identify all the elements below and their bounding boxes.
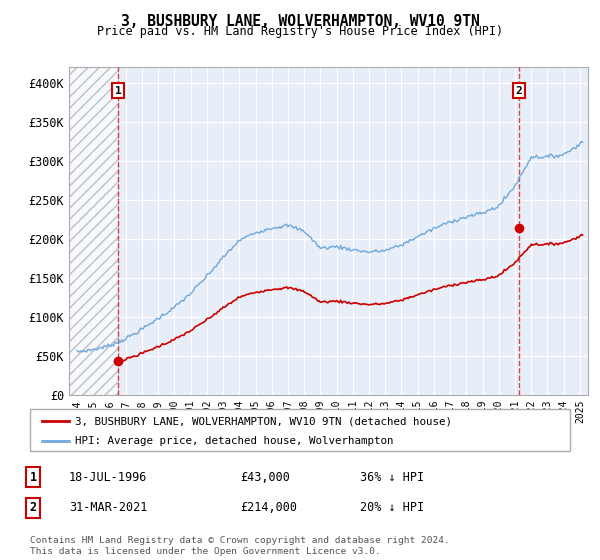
- Text: 31-MAR-2021: 31-MAR-2021: [69, 501, 148, 515]
- Text: 3, BUSHBURY LANE, WOLVERHAMPTON, WV10 9TN: 3, BUSHBURY LANE, WOLVERHAMPTON, WV10 9T…: [121, 14, 479, 29]
- Text: 2: 2: [29, 501, 37, 515]
- Text: Price paid vs. HM Land Registry's House Price Index (HPI): Price paid vs. HM Land Registry's House …: [97, 25, 503, 38]
- Text: 20% ↓ HPI: 20% ↓ HPI: [360, 501, 424, 515]
- Text: 3, BUSHBURY LANE, WOLVERHAMPTON, WV10 9TN (detached house): 3, BUSHBURY LANE, WOLVERHAMPTON, WV10 9T…: [75, 416, 452, 426]
- Text: 1: 1: [29, 470, 37, 484]
- Text: HPI: Average price, detached house, Wolverhampton: HPI: Average price, detached house, Wolv…: [75, 436, 394, 446]
- Text: 1: 1: [115, 86, 122, 96]
- Text: 18-JUL-1996: 18-JUL-1996: [69, 470, 148, 484]
- Text: £43,000: £43,000: [240, 470, 290, 484]
- Text: 36% ↓ HPI: 36% ↓ HPI: [360, 470, 424, 484]
- Text: Contains HM Land Registry data © Crown copyright and database right 2024.
This d: Contains HM Land Registry data © Crown c…: [30, 536, 450, 556]
- Text: £214,000: £214,000: [240, 501, 297, 515]
- Text: 2: 2: [515, 86, 523, 96]
- Bar: [69, 67, 118, 395]
